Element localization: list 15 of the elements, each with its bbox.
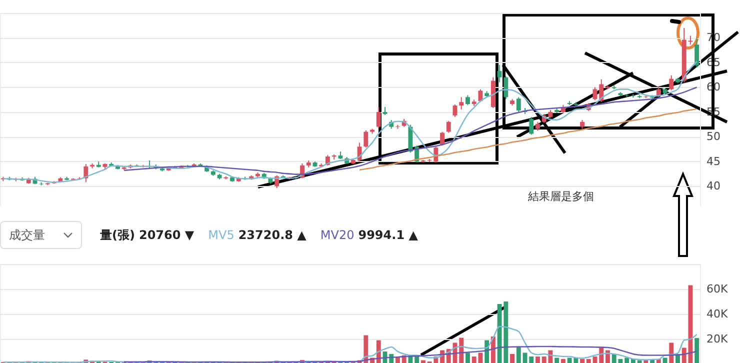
y-tick-label: 20K	[706, 332, 728, 346]
text: MV5	[208, 228, 234, 242]
y-tick-label: 40	[706, 180, 720, 193]
y-tick-label: 40K	[706, 308, 728, 320]
text: 9994.1 ▲	[358, 228, 418, 242]
y-axis-title: 量(張)	[100, 226, 135, 244]
text: MV20	[320, 228, 354, 242]
dropdown: 成交量	[0, 221, 82, 249]
annotation: 結果層是多個	[528, 189, 594, 204]
text: 23720.8 ▲	[238, 228, 306, 242]
chart-title: 成交量	[9, 226, 45, 244]
text: 20760 ▼	[138, 228, 194, 242]
y-tick-label: 60K	[706, 282, 728, 296]
y-tick-label: 45	[706, 154, 720, 168]
y-tick-label: 50	[706, 130, 720, 144]
